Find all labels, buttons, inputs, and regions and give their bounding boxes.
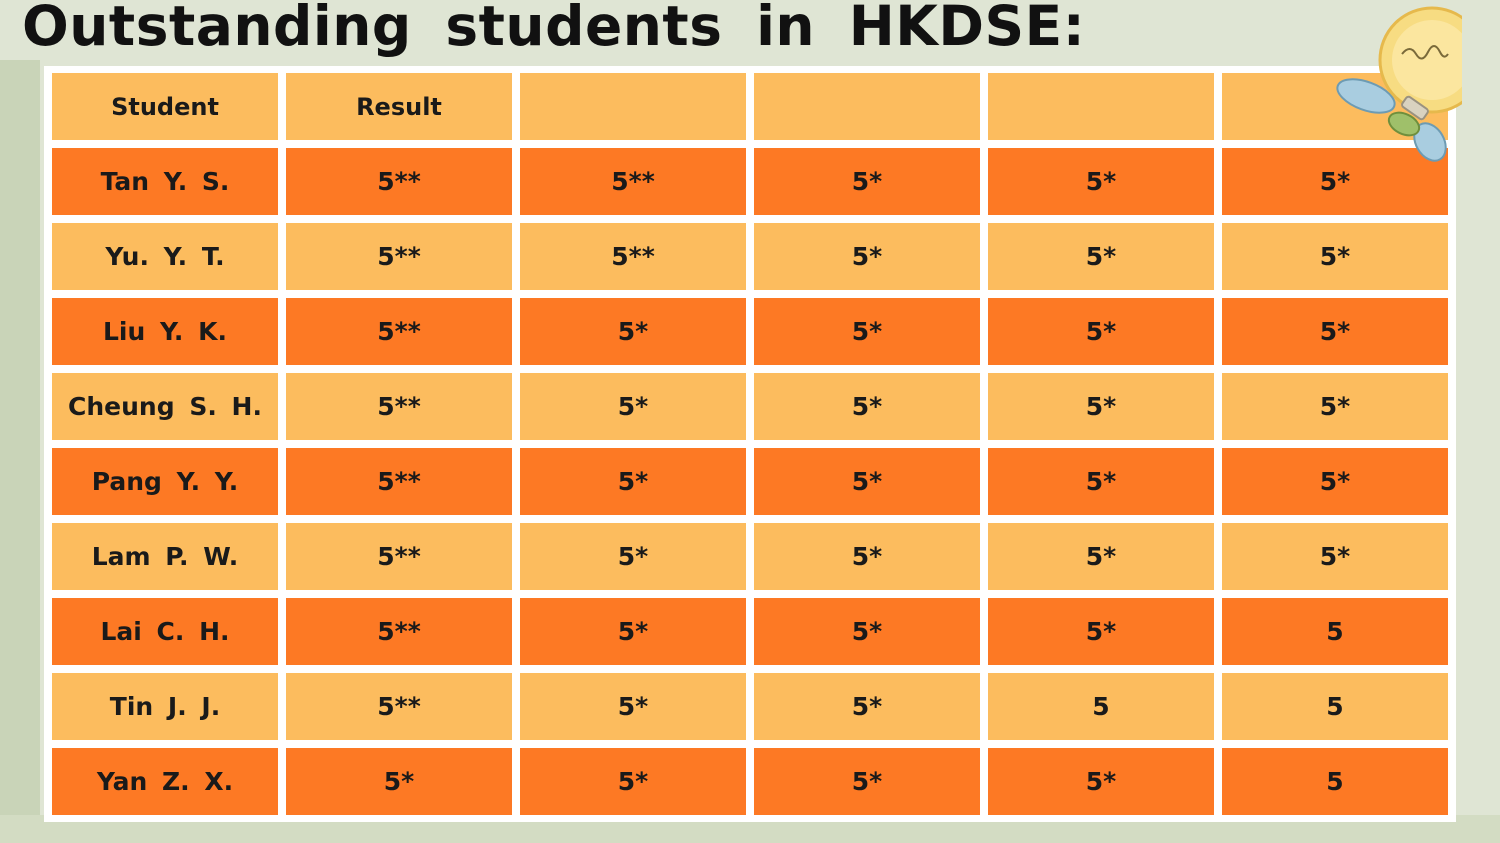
grade-cell: 5* [520,448,746,515]
grade-cell: 5** [286,448,512,515]
grade-cell: 5* [754,148,980,215]
grade-cell: 5 [1222,748,1448,815]
student-name-cell: Liu Y. K. [52,298,278,365]
header-cell: Student [52,73,278,140]
student-name-cell: Lam P. W. [52,523,278,590]
grade-cell: 5** [520,223,746,290]
student-name-cell: Tan Y. S. [52,148,278,215]
grade-cell: 5** [286,523,512,590]
grade-cell: 5* [754,673,980,740]
grade-cell: 5* [988,448,1214,515]
lightbulb-icon [1336,6,1462,162]
student-name-cell: Tin J. J. [52,673,278,740]
grade-cell: 5** [286,298,512,365]
grade-cell: 5* [1222,148,1448,215]
header-cell [520,73,746,140]
grade-cell: 5* [988,748,1214,815]
grade-cell: 5 [1222,598,1448,665]
grade-cell: 5** [286,223,512,290]
background-accent [0,60,40,843]
grade-cell: 5** [286,673,512,740]
student-name-cell: Yan Z. X. [52,748,278,815]
grade-cell: 5* [988,598,1214,665]
grade-cell: 5* [1222,223,1448,290]
grade-cell: 5* [754,373,980,440]
grade-cell: 5* [988,523,1214,590]
grade-cell: 5* [754,298,980,365]
grade-cell: 5* [1222,373,1448,440]
grade-cell: 5** [286,148,512,215]
page-title: Outstanding students in HKDSE: [22,0,1086,58]
student-name-cell: Yu. Y. T. [52,223,278,290]
grade-cell: 5* [754,523,980,590]
grade-cell: 5* [988,373,1214,440]
header-cell: Result [286,73,512,140]
header-cell [754,73,980,140]
student-name-cell: Cheung S. H. [52,373,278,440]
grade-cell: 5* [988,298,1214,365]
grade-cell: 5* [520,673,746,740]
grade-cell: 5* [520,523,746,590]
student-name-cell: Pang Y. Y. [52,448,278,515]
grade-cell: 5* [520,373,746,440]
grade-cell: 5* [754,223,980,290]
grade-cell: 5* [1222,298,1448,365]
header-cell [988,73,1214,140]
grade-cell: 5** [520,148,746,215]
table-panel [44,66,1456,822]
grade-cell: 5* [754,448,980,515]
grade-cell: 5* [988,223,1214,290]
grade-cell: 5* [1222,523,1448,590]
grade-cell: 5* [520,748,746,815]
grade-cell: 5* [754,748,980,815]
grade-cell: 5 [988,673,1214,740]
results-table: Student Result Tan Y. S. 5** 5** 5* 5* 5… [52,73,1448,815]
grade-cell: 5* [988,148,1214,215]
grade-cell: 5* [1222,448,1448,515]
grade-cell: 5 [1222,673,1448,740]
grade-cell: 5* [520,598,746,665]
student-name-cell: Lai C. H. [52,598,278,665]
grade-cell: 5* [286,748,512,815]
grade-cell: 5** [286,598,512,665]
grade-cell: 5* [754,598,980,665]
grade-cell: 5** [286,373,512,440]
grade-cell: 5* [520,298,746,365]
